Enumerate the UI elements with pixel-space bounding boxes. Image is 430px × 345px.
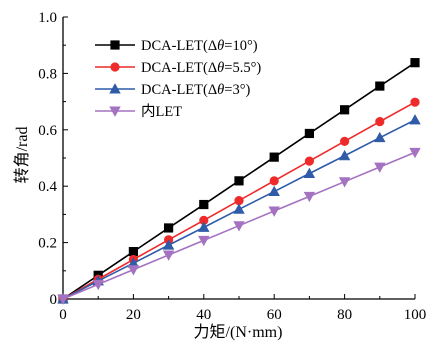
legend-marker [110,62,120,72]
y-tick-label: 0.8 [38,66,57,82]
legend-label-suffix: =10°) [224,38,257,54]
legend-marker [109,83,121,94]
legend-entry: 内LET [95,103,182,120]
data-point [338,149,351,161]
data-point [375,117,385,127]
data-point [233,221,245,232]
legend-entry: DCA-LET(Δθ=3°) [95,82,251,98]
x-tick-label: 60 [267,307,282,323]
data-point [268,206,280,217]
legend-label: 内LET [141,103,182,120]
series-layer [57,58,421,305]
data-point [198,221,210,232]
data-point [303,167,316,178]
data-point [128,247,139,257]
data-point [340,136,350,146]
y-tick-label: 1.0 [38,10,57,26]
series-4 [57,147,421,305]
data-point [127,265,140,276]
legend-entry: DCA-LET(Δθ=10°) [95,38,258,54]
data-point [304,156,315,166]
legend-label-prefix: DCA-LET(Δ [141,38,217,54]
legend-entry: DCA-LET(Δθ=5.5°) [95,60,261,76]
data-point [198,235,210,247]
legend-label-prefix: DCA-LET(Δ [141,82,217,98]
data-point [409,147,421,159]
axes: 0 0.2 0.4 0.6 0.8 1.0 0 20 40 60 80 100 [38,10,426,323]
legend-label-prefix: DCA-LET(Δ [141,60,217,76]
data-point [57,294,69,305]
data-point [199,199,209,210]
x-tick-label: 40 [196,307,211,323]
data-point [233,203,245,214]
data-point [374,131,386,143]
data-point [304,128,315,139]
data-point [162,239,175,250]
x-axis-title: 力矩/(N·mm) [194,323,283,341]
data-point [338,177,351,188]
data-point [375,81,385,91]
legend: DCA-LET(Δθ=10°)DCA-LET(Δθ=5.5°)DCA-LET(Δ… [95,38,261,120]
series-3 [57,114,421,304]
data-point [162,250,175,261]
data-point [339,105,350,115]
data-point [410,97,420,107]
legend-label-prefix: 内LET [141,103,182,120]
data-point [374,162,386,173]
legend-label-suffix: =5.5°) [224,60,261,76]
data-point [164,223,174,233]
legend-marker [110,40,120,50]
legend-label-suffix: =3°) [224,82,250,98]
data-point [303,191,316,203]
y-tick-label: 0.4 [38,179,57,195]
x-tick-label: 20 [126,307,141,323]
data-point [268,185,280,197]
data-point [269,152,279,162]
series-2 [58,97,420,304]
legend-label: DCA-LET(Δθ=5.5°) [141,60,261,76]
legend-label-theta: θ [217,38,224,54]
y-tick-label: 0.2 [38,236,57,252]
x-tick-label: 80 [337,307,352,323]
series-1 [58,58,420,304]
data-point [234,176,244,186]
x-tick-label: 100 [404,307,427,323]
y-axis-title: 转角/rad [13,127,31,184]
data-point [410,58,420,68]
legend-label-theta: θ [217,60,224,76]
data-point [269,176,279,186]
data-point [409,114,421,125]
x-tick-label: 0 [59,307,67,323]
legend-label-theta: θ [217,82,224,98]
y-tick-label: 0 [50,292,58,308]
legend-label: DCA-LET(Δθ=3°) [141,82,251,98]
data-point [92,279,104,291]
legend-label: DCA-LET(Δθ=10°) [141,38,258,54]
legend-marker [109,106,121,117]
y-tick-label: 0.6 [38,123,57,139]
